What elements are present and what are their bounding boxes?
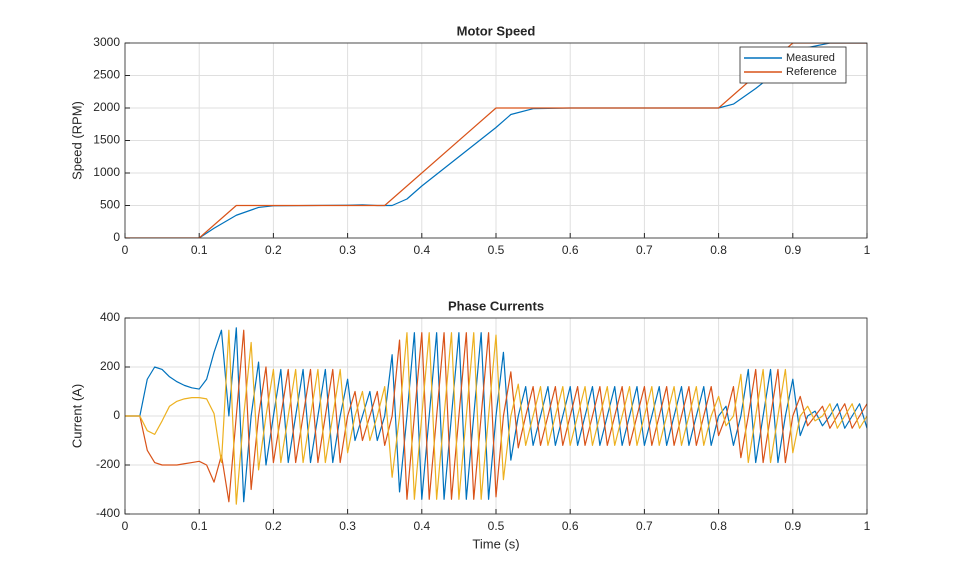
y-tick-label: -400 [96,506,120,520]
x-tick-label: 0.2 [265,243,282,257]
x-tick-label: 0.4 [413,519,430,533]
y-tick-label: 3000 [93,35,120,49]
y-tick-label: 0 [113,230,120,244]
x-tick-label: 0 [122,519,129,533]
x-tick-label: 0.9 [784,519,801,533]
x-tick-label: 0.7 [636,243,653,257]
x-tick-label: 0.5 [488,243,505,257]
x-tick-label: 0 [122,243,129,257]
x-tick-label: 0.3 [339,243,356,257]
x-tick-label: 0.8 [710,519,727,533]
x-tick-label: 1 [864,243,871,257]
series-line [125,43,867,238]
chart-title: Phase Currents [448,298,544,313]
x-tick-label: 0.3 [339,519,356,533]
x-tick-label: 0.1 [191,243,208,257]
y-tick-label: -200 [96,457,120,471]
y-axis-label: Speed (RPM) [69,101,84,180]
y-tick-label: 0 [113,408,120,422]
axes-box [124,317,868,515]
x-tick-label: 0.5 [488,519,505,533]
series-line [125,329,867,505]
x-tick-label: 0.7 [636,519,653,533]
y-tick-label: 1500 [93,133,120,147]
x-axis-label: Time (s) [472,536,519,551]
series-line [125,329,867,503]
y-tick-label: 400 [100,310,120,324]
plot-lines [125,327,867,505]
y-tick-label: 200 [100,359,120,373]
x-tick-label: 0.1 [191,519,208,533]
legend [739,46,847,84]
legend-label: Measured [786,52,835,64]
y-tick-label: 1000 [93,165,120,179]
x-tick-label: 0.6 [562,243,579,257]
y-tick-label: 2500 [93,68,120,82]
legend-label: Reference [786,66,837,78]
x-tick-label: 0.6 [562,519,579,533]
y-tick-label: 2000 [93,100,120,114]
x-tick-label: 0.2 [265,519,282,533]
y-tick-label: 500 [100,198,120,212]
x-tick-label: 0.9 [784,243,801,257]
x-tick-label: 0.4 [413,243,430,257]
axes-box [124,42,868,239]
x-tick-label: 0.8 [710,243,727,257]
y-axis-label: Current (A) [69,384,84,448]
chart-title: Motor Speed [457,23,536,38]
x-tick-label: 1 [864,519,871,533]
